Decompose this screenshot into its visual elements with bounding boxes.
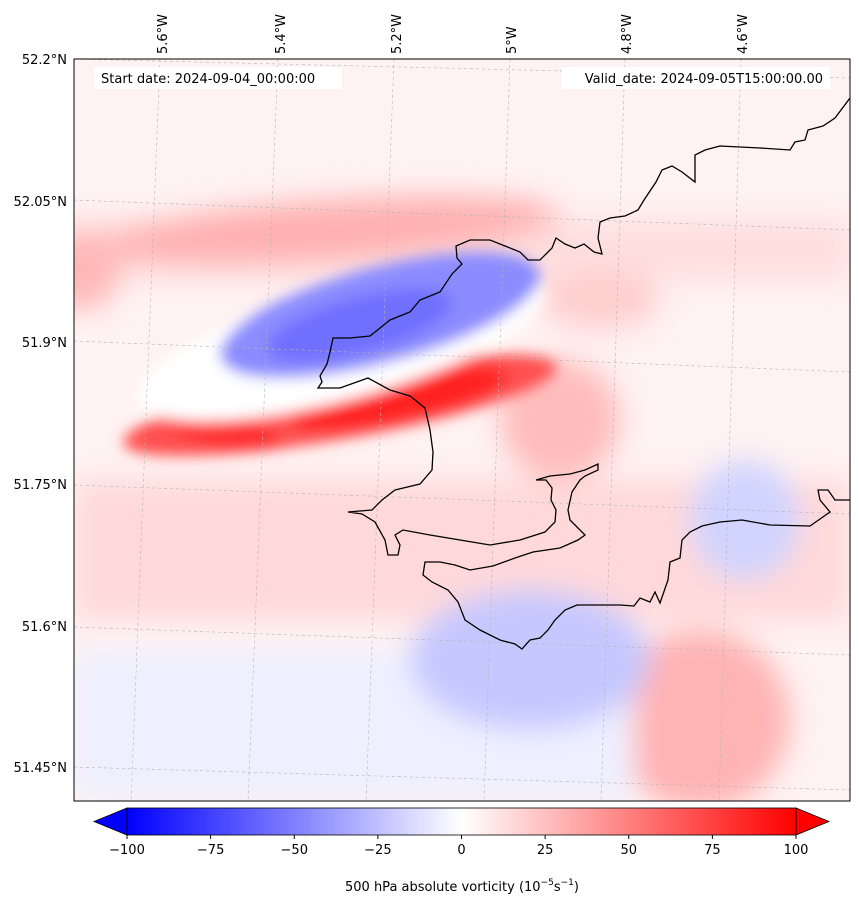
- latitude-labels: 52.2°N 52.05°N 51.9°N 51.75°N 51.6°N 51.…: [14, 53, 67, 776]
- lon-label-5w: 5°W: [505, 26, 520, 54]
- gridlines: [74, 59, 850, 801]
- colorbar-title: 500 hPa absolute vorticity (10−5s−1): [345, 878, 579, 895]
- vorticity-field: [74, 59, 850, 801]
- colorbar-tick-label: 0: [457, 843, 465, 858]
- colorbar: −100 −75 −50 −25 0 25 50 75 100 500 hPa absolute…: [92, 807, 831, 895]
- start-date-box: Start date: 2024-09-04_00:00:00: [94, 67, 342, 89]
- colorbar-high-extend: [795, 807, 831, 836]
- lat-label-51.45n: 51.45°N: [14, 761, 67, 776]
- colorbar-low-extend: [92, 807, 128, 836]
- longitude-labels: 5.6°W 5.4°W 5.2°W 5°W 4.8°W 4.6°W: [156, 14, 751, 54]
- map-frame: [73, 58, 851, 802]
- colorbar-body: [126, 807, 797, 836]
- colorbar-tick-label: −75: [197, 843, 224, 858]
- colorbar-tick-label: 100: [784, 843, 809, 858]
- colorbar-ticks: −100 −75 −50 −25 0 25 50 75 100: [109, 835, 808, 858]
- colorbar-tick-label: 75: [704, 843, 721, 858]
- lon-label-5.4w: 5.4°W: [274, 14, 289, 54]
- lon-label-4.6w: 4.6°W: [736, 14, 751, 54]
- lat-label-52.2n: 52.2°N: [22, 53, 67, 68]
- lon-label-5.2w: 5.2°W: [390, 14, 405, 54]
- lat-label-51.9n: 51.9°N: [22, 336, 67, 351]
- colorbar-tick-label: 50: [620, 843, 637, 858]
- lat-label-52.05n: 52.05°N: [14, 195, 67, 210]
- valid-date-box: Valid_date: 2024-09-05T15:00:00.00: [562, 67, 830, 89]
- lat-label-51.6n: 51.6°N: [22, 620, 67, 635]
- lat-label-51.75n: 51.75°N: [14, 478, 67, 493]
- lon-label-5.6w: 5.6°W: [156, 14, 171, 54]
- colorbar-tick-label: −100: [109, 843, 145, 858]
- colorbar-tick-label: −25: [364, 843, 391, 858]
- valid-date-label: Valid_date: 2024-09-05T15:00:00.00: [585, 72, 823, 87]
- lon-label-4.8w: 4.8°W: [620, 14, 635, 54]
- colorbar-tick-label: −50: [281, 843, 308, 858]
- start-date-label: Start date: 2024-09-04_00:00:00: [101, 72, 315, 87]
- colorbar-tick-label: 25: [537, 843, 554, 858]
- coastline: [316, 97, 850, 650]
